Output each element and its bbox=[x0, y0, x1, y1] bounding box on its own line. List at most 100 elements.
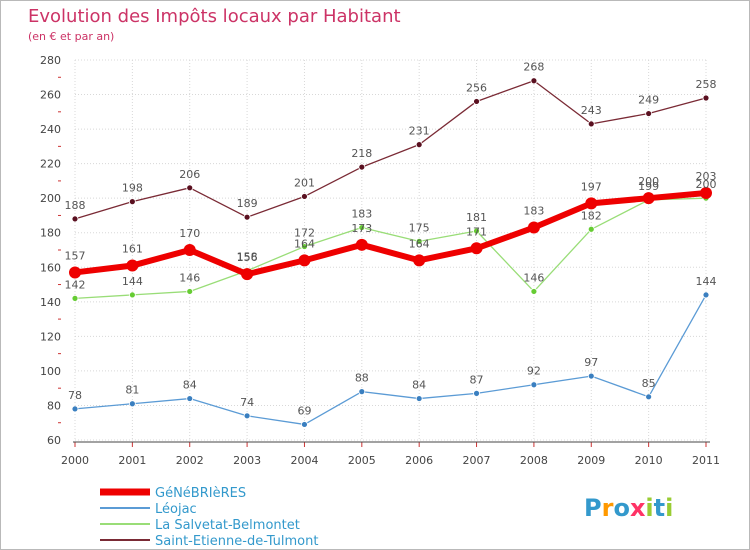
data-point bbox=[700, 187, 712, 199]
data-label: 156 bbox=[237, 251, 258, 264]
data-label: 173 bbox=[351, 222, 372, 235]
x-tick-label: 2009 bbox=[577, 454, 605, 467]
x-tick-label: 2010 bbox=[635, 454, 663, 467]
data-point bbox=[301, 243, 308, 250]
series bbox=[69, 77, 712, 428]
data-point bbox=[301, 421, 308, 428]
x-tick-label: 2008 bbox=[520, 454, 548, 467]
data-label: 161 bbox=[122, 243, 143, 256]
data-point bbox=[241, 268, 254, 281]
x-tick-label: 2003 bbox=[233, 454, 261, 467]
data-label: 201 bbox=[294, 176, 315, 189]
data-label: 146 bbox=[523, 271, 544, 284]
data-label: 144 bbox=[696, 275, 717, 288]
y-tick-label: 160 bbox=[40, 261, 61, 274]
logo-letter: i bbox=[645, 494, 653, 522]
data-label: 157 bbox=[65, 249, 86, 262]
data-label: 74 bbox=[240, 396, 254, 409]
x-tick-label: 2011 bbox=[692, 454, 720, 467]
data-point bbox=[530, 77, 538, 85]
logo-letter: i bbox=[665, 494, 673, 522]
data-point bbox=[358, 388, 366, 396]
x-tick-label: 2004 bbox=[290, 454, 318, 467]
data-point bbox=[358, 224, 366, 231]
data-label: 183 bbox=[351, 208, 372, 221]
data-label: 164 bbox=[409, 237, 430, 250]
data-label: 87 bbox=[470, 373, 484, 386]
logo-letter: r bbox=[602, 494, 614, 522]
y-tick-label: 80 bbox=[47, 399, 61, 412]
data-point bbox=[587, 372, 595, 380]
data-label: 171 bbox=[466, 225, 487, 238]
data-label: 218 bbox=[351, 147, 372, 160]
legend-label: Léojac bbox=[155, 502, 197, 517]
data-labels: 188 198 206 189 201 218 231 256 268 243 249 258 78 81… bbox=[65, 61, 717, 418]
data-label: 85 bbox=[642, 377, 656, 390]
data-point bbox=[645, 393, 653, 401]
logo-letter: x bbox=[630, 494, 646, 522]
logo-letter: P bbox=[584, 494, 602, 522]
data-label: 203 bbox=[696, 170, 717, 183]
x-tick-label: 2002 bbox=[176, 454, 204, 467]
data-point bbox=[186, 184, 194, 192]
data-point bbox=[183, 244, 196, 256]
y-tick-label: 100 bbox=[40, 365, 61, 378]
y-tick-label: 280 bbox=[40, 54, 61, 67]
data-point bbox=[298, 254, 311, 267]
y-tick-label: 140 bbox=[40, 296, 61, 309]
data-label: 197 bbox=[581, 180, 602, 193]
data-point bbox=[69, 266, 81, 279]
y-tick-label: 240 bbox=[40, 123, 61, 136]
data-point bbox=[645, 110, 653, 117]
data-point bbox=[358, 163, 366, 171]
data-point bbox=[71, 405, 79, 413]
data-label: 182 bbox=[581, 209, 602, 222]
x-tick-label: 2005 bbox=[348, 454, 376, 467]
x-tick-label: 2007 bbox=[463, 454, 491, 467]
data-point bbox=[243, 213, 251, 221]
data-label: 243 bbox=[581, 104, 602, 117]
data-point bbox=[128, 400, 136, 408]
legend-label: GéNéBRIèRES bbox=[155, 486, 246, 501]
data-label: 256 bbox=[466, 81, 487, 94]
axes: 60 80 100 120 140 160 180 200 220 240 260 280 2000 20… bbox=[40, 54, 720, 467]
x-tick-label: 2006 bbox=[405, 454, 433, 467]
chart-subtitle: (en € et par an) bbox=[28, 30, 114, 43]
data-point bbox=[415, 395, 423, 402]
data-label: 258 bbox=[696, 78, 717, 91]
y-tick-label: 120 bbox=[40, 330, 61, 343]
data-label: 81 bbox=[125, 384, 139, 397]
data-point bbox=[702, 94, 710, 102]
data-point bbox=[530, 288, 538, 295]
data-point bbox=[642, 192, 655, 205]
logo-letter: o bbox=[613, 494, 630, 522]
data-label: 164 bbox=[294, 237, 315, 250]
data-point bbox=[702, 291, 710, 299]
y-tick-label: 220 bbox=[40, 158, 61, 171]
series-line-2 bbox=[74, 197, 707, 300]
series-line-3 bbox=[72, 190, 709, 278]
data-point bbox=[126, 259, 139, 272]
data-point bbox=[186, 395, 194, 402]
data-point bbox=[186, 288, 194, 295]
x-tick-label: 2001 bbox=[118, 454, 146, 467]
grid bbox=[74, 59, 707, 441]
y-tick-label: 200 bbox=[40, 192, 61, 205]
x-tick-label: 2000 bbox=[61, 454, 89, 467]
data-label: 175 bbox=[409, 221, 430, 234]
proxiti-logo: Proxiti bbox=[584, 494, 673, 522]
data-label: 69 bbox=[297, 404, 311, 417]
data-point bbox=[473, 227, 480, 235]
y-tick-label: 60 bbox=[47, 434, 61, 447]
data-point bbox=[473, 389, 480, 397]
data-label: 158 bbox=[237, 251, 258, 264]
data-label: 199 bbox=[638, 180, 659, 193]
data-point bbox=[71, 294, 79, 302]
data-point bbox=[413, 254, 426, 267]
data-point bbox=[355, 238, 368, 251]
legend-label: Saint-Etienne-de-Tulmont bbox=[155, 534, 318, 549]
data-point bbox=[530, 381, 538, 389]
